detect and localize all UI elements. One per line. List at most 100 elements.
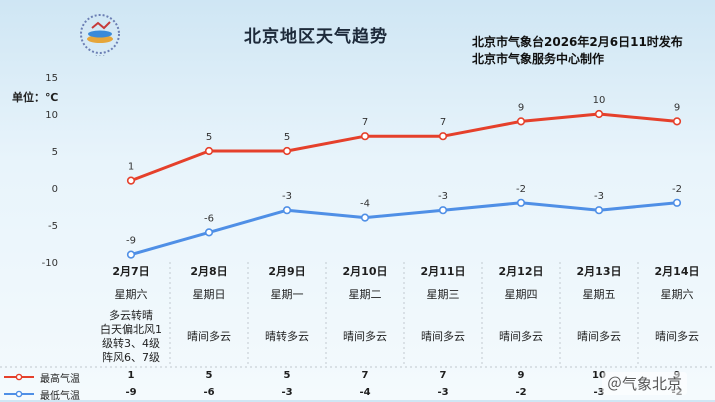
high-temp-data-label: 10 xyxy=(593,95,606,106)
day-weather: 晴间多云 xyxy=(482,330,560,344)
high-temp-point xyxy=(360,132,370,141)
high-temp-data-label: 9 xyxy=(518,102,524,113)
low-temp-data-label: -3 xyxy=(438,191,448,202)
issuer-line-2: 北京市气象服务中心制作 xyxy=(472,52,605,66)
high-temp-point xyxy=(594,109,604,119)
day-weather: 晴转多云 xyxy=(248,330,326,344)
high-temp-point xyxy=(672,117,682,126)
day-weather: 晴间多云 xyxy=(404,330,482,344)
day-date: 2月9日 xyxy=(268,265,306,278)
day-weather-line: 多云转晴 xyxy=(109,309,153,322)
low-temp-table-value: -2 xyxy=(515,387,527,398)
day-weather-line: 晴间多云 xyxy=(343,330,387,343)
day-weekday: 星期三 xyxy=(426,288,460,301)
day-date: 2月7日 xyxy=(112,265,150,278)
low-temp-table-value: -9 xyxy=(125,387,137,398)
low-temp-line xyxy=(130,201,678,257)
legend-swatch-high xyxy=(4,373,34,381)
day-weather: 晴间多云 xyxy=(638,330,715,344)
high-temp-data-label: 1 xyxy=(128,162,134,173)
beijing-meteorological-logo: · · · xyxy=(80,14,120,60)
high-temp-data-label: 7 xyxy=(440,117,446,128)
low-temp-point xyxy=(282,206,292,215)
day-weekday: 星期四 xyxy=(504,288,538,301)
high-temp-table-value: 5 xyxy=(205,370,213,381)
low-temp-table-value: -6 xyxy=(203,387,215,398)
high-temp-data-label: 7 xyxy=(362,117,368,128)
y-tick-label: -5 xyxy=(48,221,58,232)
day-weekday: 星期六 xyxy=(114,288,148,301)
low-temp-table-value: -4 xyxy=(359,387,371,398)
low-temp-point xyxy=(360,213,370,222)
watermark: ＠气象北京 xyxy=(602,372,688,395)
day-weather: 多云转晴 白天偏北风1 级转3、4级 阵风6、7级 xyxy=(92,309,170,365)
low-temp-data-label: -2 xyxy=(516,184,526,195)
high-temp-point xyxy=(516,117,526,126)
day-weather: 晴间多云 xyxy=(170,330,248,344)
day-weather-line: 级转3、4级 xyxy=(102,337,160,350)
day-weather-line: 晴间多云 xyxy=(187,330,231,343)
issuer-info: 北京市气象台2026年2月6日11时发布 北京市气象服务中心制作 xyxy=(472,34,683,68)
high-temp-point xyxy=(126,176,136,185)
high-temp-table-value: 7 xyxy=(361,370,369,381)
y-tick-label: 5 xyxy=(52,147,58,158)
issuer-line-1: 北京市气象台2026年2月6日11时发布 xyxy=(472,35,683,49)
svg-text:· · ·: · · · xyxy=(95,53,105,60)
day-weather-line: 白天偏北风1 xyxy=(100,323,162,336)
high-temp-table-value: 10 xyxy=(592,370,606,381)
day-date: 2月13日 xyxy=(576,265,622,278)
high-temp-data-label: 5 xyxy=(284,132,290,143)
legend-swatch-low xyxy=(4,390,34,398)
day-weather-line: 晴间多云 xyxy=(655,330,699,343)
day-weather-line: 阵风6、7级 xyxy=(102,351,160,364)
y-tick-label: 0 xyxy=(52,184,58,195)
day-weather: 晴间多云 xyxy=(326,330,404,344)
y-tick-label: 15 xyxy=(45,73,58,84)
high-temp-point xyxy=(438,132,448,141)
high-temp-data-label: 9 xyxy=(674,102,680,113)
day-weather-line: 晴间多云 xyxy=(577,330,621,343)
day-weekday: 星期二 xyxy=(348,288,382,301)
low-temp-table-value: -3 xyxy=(437,387,449,398)
legend-label-low: 最低气温 xyxy=(40,391,80,402)
low-temp-data-label: -6 xyxy=(204,213,214,224)
page-title: 北京地区天气趋势 xyxy=(244,27,388,47)
high-temp-point xyxy=(204,146,214,156)
day-weather-line: 晴间多云 xyxy=(499,330,543,343)
day-weekday: 星期一 xyxy=(270,288,304,301)
day-weather: 晴间多云 xyxy=(560,330,638,344)
low-temp-table-value: -3 xyxy=(593,387,605,398)
legend-row-low: 最低气温 -9-6-3-4-3-2-3-2 xyxy=(0,386,715,402)
low-temp-data-label: -3 xyxy=(282,191,292,202)
low-temp-point xyxy=(672,198,682,207)
day-date: 2月12日 xyxy=(498,265,544,278)
y-tick-label: -10 xyxy=(42,258,58,269)
day-weather-line: 晴间多云 xyxy=(421,330,465,343)
high-temp-table-value: 1 xyxy=(127,370,135,381)
low-temp-table-value: -3 xyxy=(281,387,293,398)
low-temp-data-label: -9 xyxy=(126,236,136,247)
high-temp-data-label: 5 xyxy=(206,132,212,143)
day-weekday: 星期五 xyxy=(582,288,616,301)
day-weekday: 星期六 xyxy=(660,288,694,301)
low-temp-point xyxy=(438,206,448,215)
y-axis-unit-label: 单位：℃ xyxy=(12,91,59,104)
day-weekday: 星期日 xyxy=(192,288,226,301)
low-temp-point xyxy=(516,198,526,207)
day-date: 2月10日 xyxy=(342,265,388,278)
low-temp-point xyxy=(126,250,136,259)
low-temp-data-label: -4 xyxy=(360,199,370,210)
y-tick-label: 10 xyxy=(45,110,58,121)
high-temp-point xyxy=(282,146,292,156)
low-temp-data-label: -2 xyxy=(672,184,682,195)
low-temp-point xyxy=(204,228,214,237)
high-temp-table-value: 9 xyxy=(517,370,525,381)
high-temp-line xyxy=(130,112,678,183)
low-temp-data-label: -3 xyxy=(594,191,604,202)
high-temp-table-value: 7 xyxy=(439,370,447,381)
day-date: 2月11日 xyxy=(420,265,466,278)
day-weather-line: 晴转多云 xyxy=(265,330,309,343)
legend-label-high: 最高气温 xyxy=(40,374,80,385)
day-date: 2月8日 xyxy=(190,265,228,278)
